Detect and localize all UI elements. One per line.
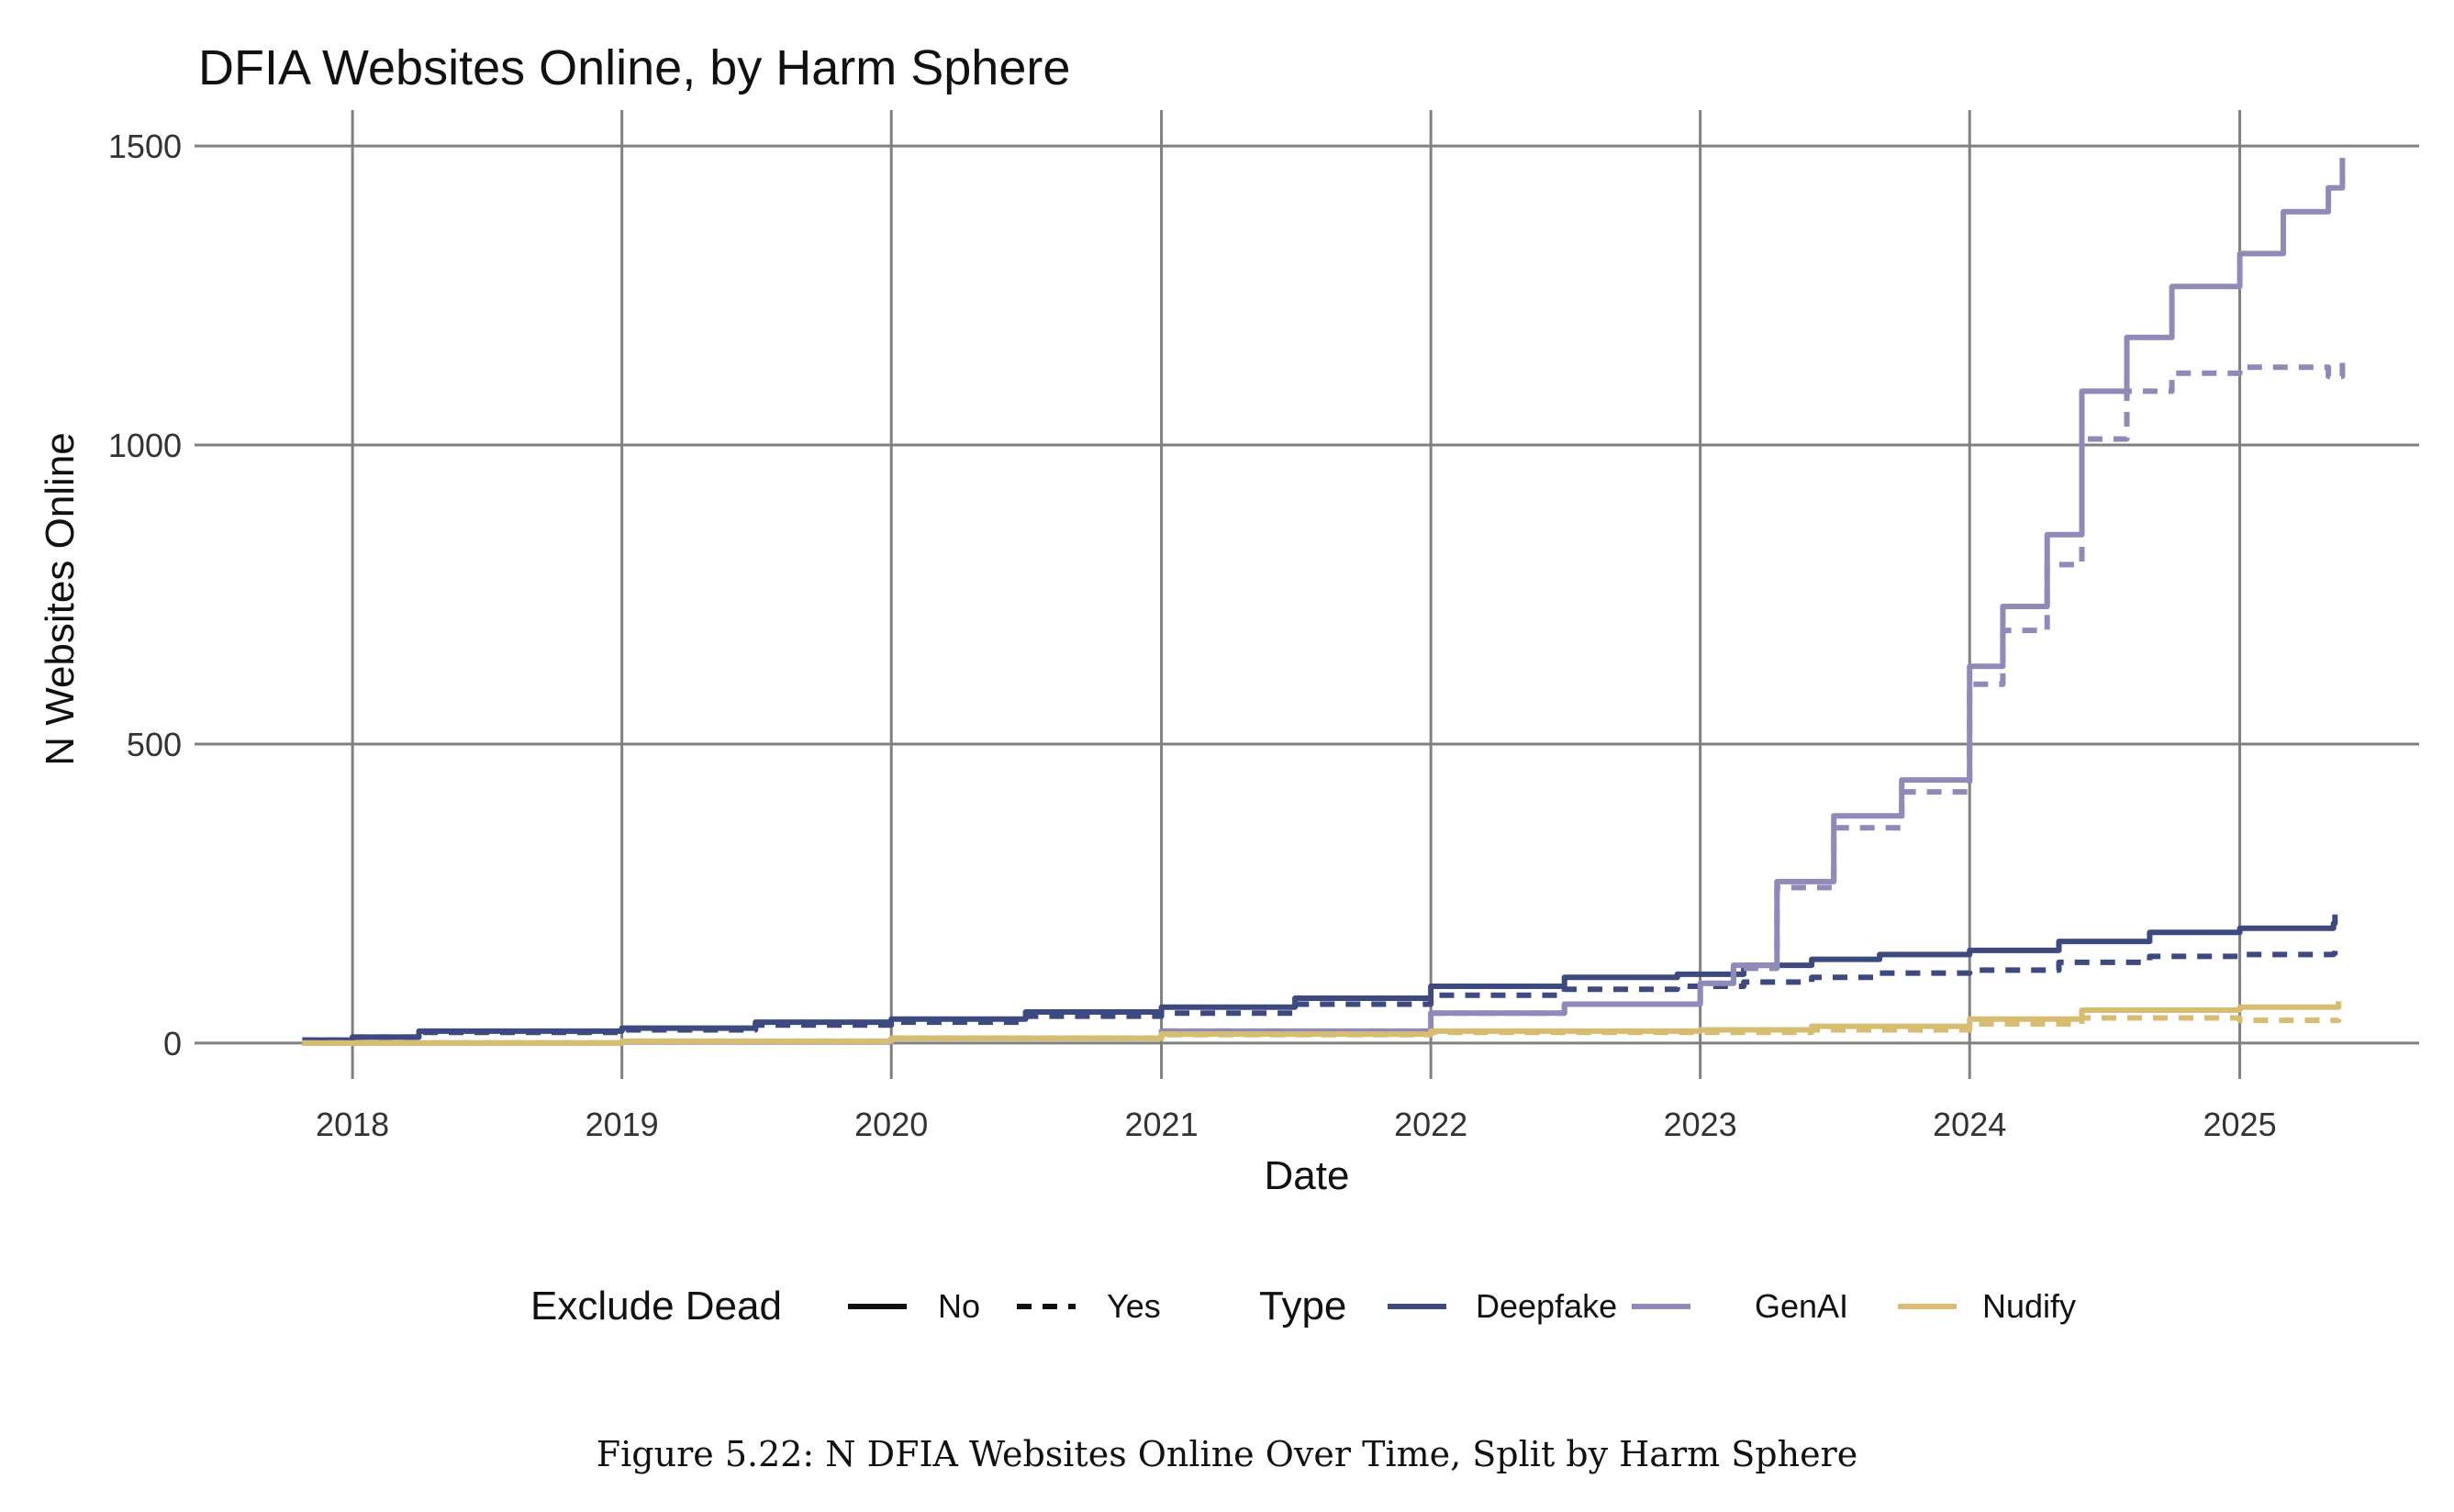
legend-label-deepfake: Deepfake — [1476, 1287, 1617, 1325]
legend-label-no: No — [938, 1287, 980, 1325]
chart-title: DFIA Websites Online, by Harm Sphere — [198, 40, 1070, 95]
y-tick-label-500: 500 — [127, 726, 182, 763]
x-tick-label-2022: 2022 — [1394, 1106, 1467, 1143]
y-axis-label: N Websites Online — [38, 432, 83, 766]
x-tick-label-2024: 2024 — [1933, 1106, 2006, 1143]
x-tick-label-2025: 2025 — [2203, 1106, 2277, 1143]
y-tick-label-0: 0 — [163, 1025, 182, 1062]
x-tick-label-2020: 2020 — [854, 1106, 928, 1143]
x-tick-labels: 2018 2019 2020 2021 2022 2023 2024 2025 — [316, 1106, 2277, 1143]
y-tick-labels: 0 500 1000 1500 — [108, 128, 182, 1062]
legend-label-genai: GenAI — [1755, 1287, 1848, 1325]
x-tick-label-2023: 2023 — [1664, 1106, 1737, 1143]
legend-label-yes: Yes — [1107, 1287, 1161, 1325]
series-line-genai-yes — [302, 352, 2346, 1046]
legend-title-type: Type — [1259, 1284, 1346, 1329]
series-line-nudify-yes — [302, 1015, 2342, 1046]
grid — [195, 110, 2419, 1079]
series-lines — [302, 158, 2346, 1046]
x-tick-label-2019: 2019 — [586, 1106, 659, 1143]
legend-title-exclude-dead: Exclude Dead — [530, 1284, 782, 1329]
x-axis-label: Date — [1265, 1153, 1350, 1198]
series-line-deepfake-yes — [302, 944, 2338, 1043]
y-tick-label-1500: 1500 — [108, 128, 182, 165]
legend: Exclude Dead No Yes Type Deepfake GenAI … — [530, 1284, 2076, 1329]
legend-label-nudify: Nudify — [1982, 1287, 2076, 1325]
y-tick-label-1000: 1000 — [108, 427, 182, 464]
x-tick-label-2018: 2018 — [316, 1106, 389, 1143]
x-tick-label-2021: 2021 — [1125, 1106, 1199, 1143]
series-line-genai-no — [302, 158, 2346, 1046]
figure-caption: Figure 5.22: N DFIA Websites Online Over… — [597, 1434, 1857, 1474]
